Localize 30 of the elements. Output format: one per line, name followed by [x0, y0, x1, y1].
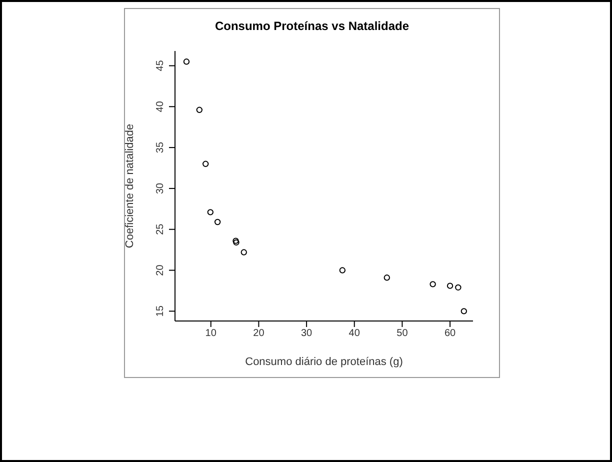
point: [196, 106, 202, 114]
point: [233, 239, 240, 246]
point: [240, 249, 247, 256]
x-tick-label: 40: [348, 328, 360, 340]
point: [384, 274, 390, 281]
x-tick-label: 20: [253, 328, 265, 340]
point: [430, 281, 436, 288]
point: [207, 209, 214, 216]
y-tick-label: 40: [155, 100, 166, 112]
y-tick-label: 15: [155, 305, 166, 317]
point: [455, 284, 462, 291]
y-tick-label: 30: [155, 182, 166, 194]
y-tick-label: 20: [155, 264, 166, 276]
y-tick-label: 35: [155, 142, 166, 154]
chart-title: Consumo Proteínas vs Natalidade: [214, 19, 410, 33]
x-tick-label: 10: [205, 328, 217, 340]
point: [339, 267, 346, 274]
x-tick-label: 60: [444, 328, 456, 340]
point: [446, 282, 454, 289]
point: [460, 308, 468, 314]
point: [202, 160, 209, 168]
point: [183, 58, 190, 65]
y-tick-label: 45: [155, 60, 166, 72]
point: [214, 218, 221, 226]
x-tick-label: 30: [300, 328, 313, 340]
point: [232, 238, 239, 244]
y-axis-title: Coeficiente de natalidade: [124, 124, 136, 248]
y-tick-label: 25: [155, 223, 166, 235]
x-axis-title: Consumo diário de proteínas (g): [245, 356, 403, 368]
x-tick-label: 50: [396, 328, 408, 340]
